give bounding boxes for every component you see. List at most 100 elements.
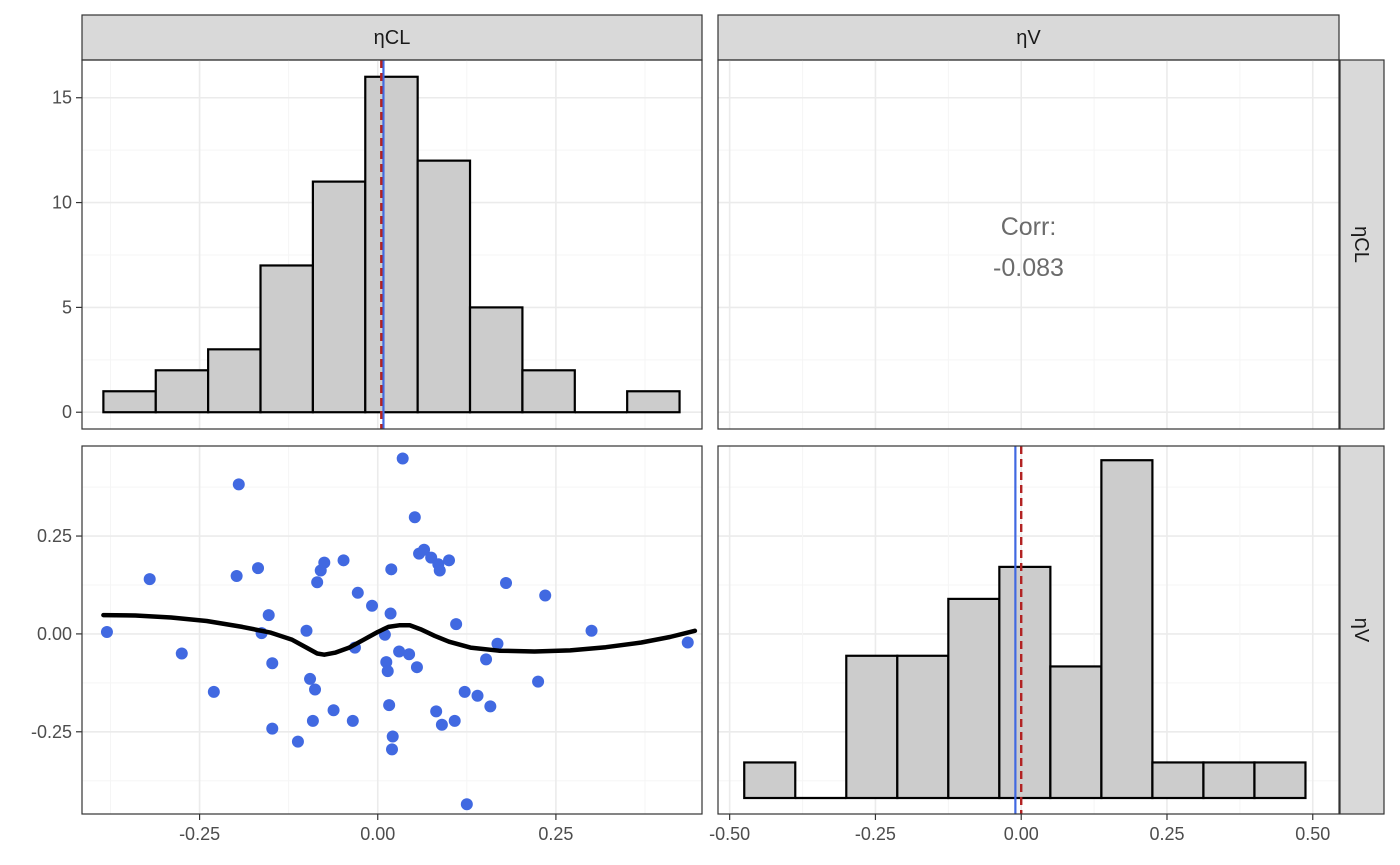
scatter-point xyxy=(532,675,545,688)
corr-grid xyxy=(718,60,1339,429)
x-tick-label-col1: 0.25 xyxy=(538,824,573,844)
strip-row-2: ηV xyxy=(1339,445,1385,815)
scatter-point xyxy=(585,624,598,637)
scatter-point xyxy=(408,511,421,524)
hist-etaCL-bar xyxy=(468,306,524,414)
scatter-point xyxy=(384,607,397,620)
y-tick-label-row1: 15 xyxy=(52,88,72,108)
scatter-point xyxy=(460,798,473,811)
scatter-point xyxy=(207,685,220,698)
scatter-point xyxy=(458,685,471,698)
panel-correlation: Corr: -0.083 xyxy=(717,59,1340,430)
hist-etaV-bar xyxy=(1049,665,1103,800)
scatter-point xyxy=(266,722,279,735)
scatter-point xyxy=(262,609,275,622)
scatter-point xyxy=(318,556,331,569)
scatter-point xyxy=(380,656,393,669)
hist-etaV-bar xyxy=(845,654,899,800)
scatter-point xyxy=(175,647,188,660)
hist-etaCL-bar xyxy=(416,159,472,414)
scatter-point xyxy=(433,564,446,577)
x-tick-label-col2: 0.25 xyxy=(1149,824,1184,844)
hist-etaV-bar xyxy=(947,597,1001,800)
x-tick-label-col2: 0.00 xyxy=(1004,824,1039,844)
scatter-point xyxy=(386,730,399,743)
scatter-point xyxy=(386,743,398,756)
hist-etaV-bar xyxy=(1253,761,1307,800)
strip-col-2: ηV xyxy=(717,14,1340,61)
scatter-point xyxy=(383,699,396,712)
hist-etaV-bar xyxy=(1100,459,1154,800)
hist-etaCL-bar xyxy=(626,390,681,414)
scatter-point xyxy=(491,637,504,650)
scatter-point xyxy=(539,589,552,602)
scatter-point xyxy=(448,714,461,727)
hist-etaV-bar xyxy=(998,565,1052,800)
x-tick-label-col2: 0.50 xyxy=(1295,824,1330,844)
scatter-border xyxy=(81,445,703,815)
panel-scatter xyxy=(81,445,703,815)
hist-etaCL-bar xyxy=(154,369,210,414)
scatter-point xyxy=(381,665,394,678)
x-tick-label-col2: -0.50 xyxy=(709,824,750,844)
hist-etaCL-bar xyxy=(259,264,314,414)
scatter-point xyxy=(471,689,484,702)
y-tick-label-row1: 10 xyxy=(52,193,72,213)
y-tick-label-row1: 0 xyxy=(62,402,72,422)
scatter-point xyxy=(681,636,694,649)
y-tick-label-row2: -0.25 xyxy=(31,722,72,742)
scatter-point xyxy=(410,661,423,674)
scatter-point xyxy=(484,700,497,713)
scatter-point xyxy=(143,573,156,586)
scatter-point xyxy=(351,586,364,599)
hist-etaCL-bar xyxy=(311,180,367,414)
hist-etaV-bar xyxy=(743,761,797,800)
hist-etaCL-bar xyxy=(521,369,576,414)
scatter-point xyxy=(385,563,398,576)
scatter-point xyxy=(311,576,324,589)
x-tick-label-col1: 0.00 xyxy=(360,824,395,844)
scatter-point xyxy=(430,705,443,718)
scatter-point xyxy=(435,718,448,731)
x-tick-label-col1: -0.25 xyxy=(179,824,220,844)
scatter-point xyxy=(300,624,313,637)
strip-col-1-label: ηCL xyxy=(374,27,411,49)
scatter-point xyxy=(418,543,431,556)
strip-row-1: ηCL xyxy=(1339,59,1385,430)
scatter-point xyxy=(403,648,416,661)
scatter-point xyxy=(366,599,379,612)
smooth-line xyxy=(101,612,698,657)
hist-etaCL-bar xyxy=(364,75,419,414)
scatter-point xyxy=(309,683,322,696)
hist-etaCL-border xyxy=(81,59,703,430)
scatter-point xyxy=(393,645,406,658)
scatter-point xyxy=(232,478,245,491)
scatter-point xyxy=(346,714,359,727)
hist-etaV-bar xyxy=(1202,761,1256,800)
scatter-point xyxy=(450,618,463,631)
hist-etaV-bar xyxy=(896,654,950,800)
scatter-point xyxy=(306,714,319,727)
panel-histogram-etaV xyxy=(717,445,1340,815)
scatter-point xyxy=(230,569,243,582)
scatter-point xyxy=(100,625,113,638)
scatter-point xyxy=(252,562,265,575)
hist-etaCL-bar xyxy=(207,348,262,414)
scatter-point xyxy=(291,735,304,748)
scatter-point xyxy=(396,452,409,465)
x-tick-label-col2: -0.25 xyxy=(855,824,896,844)
panel-histogram-etaCL xyxy=(81,59,703,430)
corr-label: Corr: xyxy=(1001,213,1057,241)
scatter-point xyxy=(337,554,350,567)
scatter-point xyxy=(304,672,317,685)
scatter-point xyxy=(327,704,340,717)
y-tick-label-row1: 5 xyxy=(62,297,72,317)
strip-col-1: ηCL xyxy=(81,14,703,61)
corr-border xyxy=(717,59,1340,430)
hist-etaCL-bar xyxy=(102,390,157,414)
strip-col-2-label: ηV xyxy=(1016,27,1041,49)
strip-row-1-label: ηCL xyxy=(1350,226,1372,263)
scatter-point xyxy=(480,653,493,666)
